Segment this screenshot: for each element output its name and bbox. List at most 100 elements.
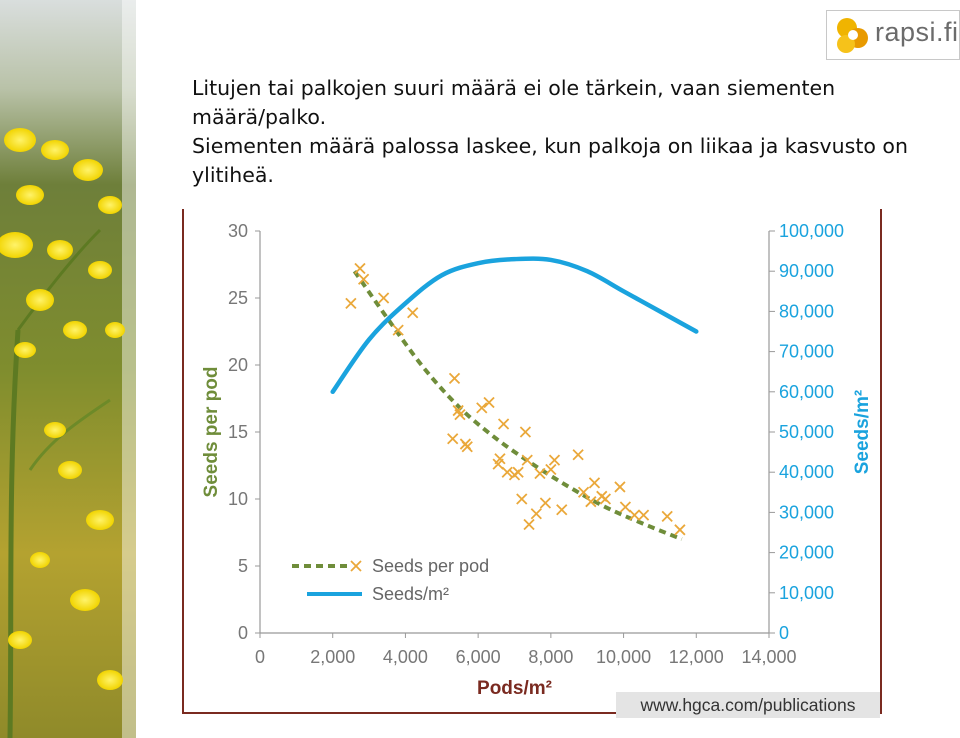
- point-cross-stroke: [585, 496, 597, 508]
- point-cross-stroke: [377, 292, 390, 304]
- x-tick-label: 8,000: [528, 647, 573, 667]
- y2-tick-label: 10,000: [779, 583, 834, 603]
- seeds-per-pod-point: [661, 510, 673, 523]
- heading-line-1: Litujen tai palkojen suuri määrä ei ole …: [192, 76, 836, 129]
- y-tick-label: 20: [228, 355, 248, 375]
- seeds-per-pod-point: [483, 396, 495, 409]
- seeds-per-pod-point: [628, 509, 641, 521]
- point-cross-stroke: [357, 273, 370, 285]
- y2-tick-label: 60,000: [779, 382, 834, 402]
- y-tick-label: 0: [238, 623, 248, 643]
- data-layer: [330, 256, 699, 542]
- point-cross-stroke: [354, 262, 366, 275]
- seeds-per-pod-point: [599, 493, 612, 505]
- seeds-per-pod-point: [614, 481, 626, 493]
- x-tick-label: 4,000: [383, 647, 428, 667]
- seeds-per-pod-point: [377, 292, 390, 304]
- y-tick-label: 5: [238, 556, 248, 576]
- rapeseed-logo-icon: [837, 18, 868, 53]
- rapsi-logo: rapsi.fi: [826, 10, 960, 60]
- point-cross-stroke: [637, 509, 650, 521]
- seeds-per-pod-point: [345, 297, 357, 309]
- seeds-per-pod-point: [354, 262, 366, 275]
- seeds-per-pod-point: [407, 307, 419, 319]
- seeds-per-pod-point: [530, 508, 542, 520]
- seeds-chart: 0 2,000 4,000 6,000 8,000 10,000 12,000 14,000 0…: [201, 221, 873, 699]
- y2-tick-label: 20,000: [779, 543, 834, 563]
- point-cross-stroke: [548, 454, 561, 466]
- heading-line-2: Siementen määrä palossa laskee, kun palk…: [192, 134, 908, 187]
- point-cross-stroke: [345, 297, 357, 309]
- y-tick-label: 25: [228, 288, 248, 308]
- seeds-per-pod-point: [572, 449, 584, 461]
- point-cross-stroke: [661, 510, 673, 523]
- chart-frame: [182, 209, 882, 714]
- point-cross-stroke: [619, 501, 632, 513]
- point-cross-stroke: [674, 524, 686, 536]
- seeds-per-pod-point: [539, 497, 552, 509]
- seeds-per-pod-point: [516, 493, 528, 505]
- y2-tick-label: 40,000: [779, 462, 834, 482]
- point-cross-stroke: [539, 497, 552, 509]
- point-cross-stroke: [476, 402, 488, 414]
- point-cross-stroke: [534, 467, 546, 480]
- point-cross-stroke: [447, 433, 459, 445]
- axes-layer: 0 2,000 4,000 6,000 8,000 10,000 12,000 14,000 0…: [201, 221, 873, 699]
- seeds-per-pod-trendline: [352, 270, 683, 542]
- seeds-per-pod-point: [674, 524, 686, 536]
- seeds-per-m2-line: [330, 256, 699, 395]
- point-cross-stroke: [523, 518, 535, 531]
- y2-tick-label: 50,000: [779, 422, 834, 442]
- y2-tick-label: 90,000: [779, 261, 834, 281]
- legend: Seeds per pod Seeds/m²: [292, 556, 489, 604]
- seeds-per-pod-point: [454, 408, 466, 421]
- seeds-per-pod-point: [556, 504, 568, 516]
- seeds-per-pod-point: [461, 441, 473, 453]
- x-tick-label: 2,000: [310, 647, 355, 667]
- slide-heading: Litujen tai palkojen suuri määrä ei ole …: [192, 74, 932, 190]
- point-cross-stroke: [556, 504, 568, 516]
- point-cross-stroke: [588, 477, 601, 489]
- seeds-per-pod-point: [521, 454, 533, 466]
- seeds-per-pod-point: [494, 453, 506, 465]
- seeds-per-pod-point: [523, 518, 535, 531]
- x-tick-label: 14,000: [741, 647, 796, 667]
- seeds-per-pod-point: [637, 509, 650, 521]
- y2-tick-label: 100,000: [779, 221, 844, 241]
- y-tick-label: 15: [228, 422, 248, 442]
- point-cross-stroke: [407, 307, 419, 319]
- point-cross-stroke: [572, 449, 584, 461]
- point-cross-stroke: [452, 404, 464, 417]
- seeds-per-pod-point: [619, 501, 632, 513]
- logo-text: rapsi.fi: [875, 17, 959, 47]
- point-cross-stroke: [577, 486, 590, 498]
- y2-tick-label: 30,000: [779, 502, 834, 522]
- y2-tick-label: 70,000: [779, 342, 834, 362]
- legend-label-seeds-per-m2: Seeds/m²: [372, 584, 449, 604]
- seeds-per-pod-point: [476, 402, 488, 414]
- y2-axis-title: Seeds/m²: [852, 390, 873, 474]
- legend-label-seeds-per-pod: Seeds per pod: [372, 556, 489, 576]
- seeds-per-pod-point: [588, 477, 601, 489]
- x-axis-title: Pods/m²: [477, 678, 552, 699]
- rapeseed-flower-photo: [0, 0, 136, 738]
- y-axis-title: Seeds per pod: [201, 367, 222, 498]
- point-cross-stroke: [521, 454, 533, 466]
- point-cross-stroke: [545, 463, 557, 476]
- point-cross-stroke: [614, 481, 626, 493]
- point-cross-stroke: [497, 418, 510, 430]
- source-link[interactable]: www.hgca.com/publications: [616, 692, 880, 718]
- point-cross-stroke: [483, 396, 495, 409]
- seeds-per-pod-point: [447, 433, 459, 445]
- seeds-per-pod-point: [501, 466, 513, 478]
- point-cross-stroke: [454, 408, 466, 421]
- seeds-per-pod-point: [497, 418, 510, 430]
- y2-tick-label: 0: [779, 623, 789, 643]
- seeds-per-pod-point: [448, 372, 461, 385]
- y-tick-label: 10: [228, 489, 248, 509]
- seeds-per-pod-point: [545, 463, 557, 476]
- point-cross-stroke: [512, 466, 524, 478]
- point-cross-stroke: [516, 493, 528, 505]
- seeds-per-pod-point: [519, 426, 532, 438]
- seeds-per-pod-point: [357, 273, 370, 285]
